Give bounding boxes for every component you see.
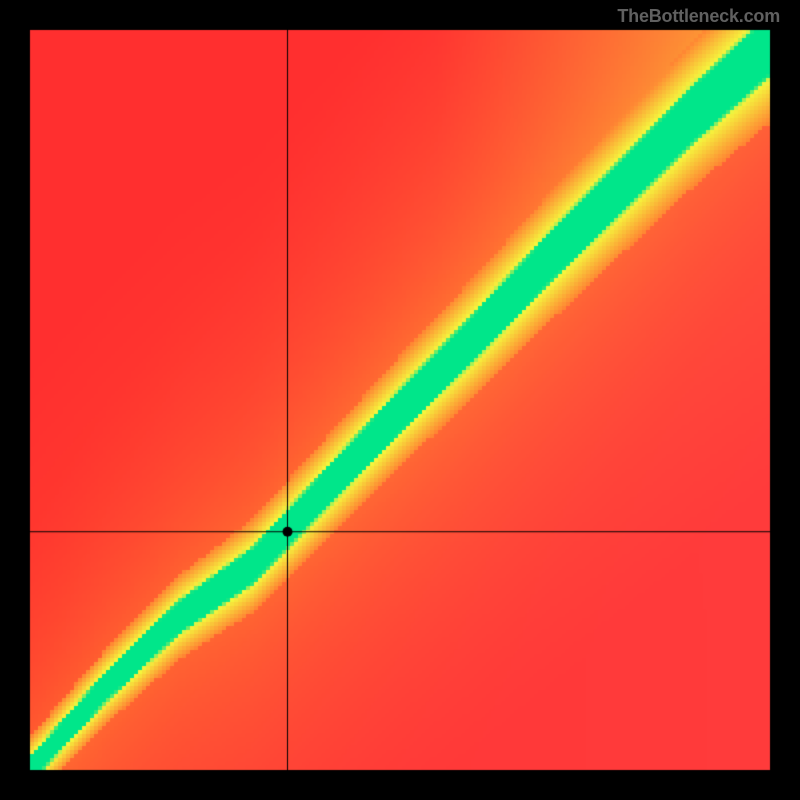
bottleneck-heatmap-canvas bbox=[0, 0, 800, 800]
watermark-text: TheBottleneck.com bbox=[617, 6, 780, 27]
chart-container: TheBottleneck.com bbox=[0, 0, 800, 800]
